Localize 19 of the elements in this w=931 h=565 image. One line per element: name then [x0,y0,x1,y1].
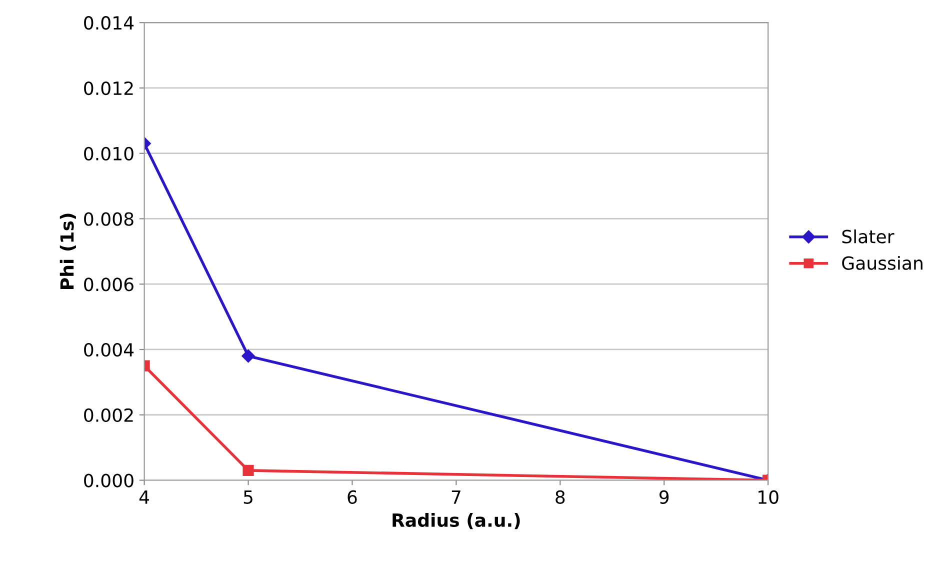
legend-label: Gaussian [842,256,922,270]
y-tick-label: 0.004 [84,342,134,357]
y-tick-label: 0.008 [84,212,134,226]
y-axis-title: Phi (1s) [60,214,76,289]
x-tick-label: 6 [348,490,357,504]
x-tick-label: 7 [452,490,460,504]
x-axis-title: Radius (a.u.) [392,513,520,530]
y-tick-label: 0.014 [84,16,134,30]
x-tick-label: 8 [556,490,565,504]
x-tick-label: 9 [660,490,669,504]
x-tick-label: 4 [139,490,150,504]
y-tick-label: 0.002 [84,408,133,422]
y-tick-label: 0.006 [84,278,134,292]
y-tick-label: 0.010 [84,146,134,160]
x-tick-label: 10 [758,490,778,504]
y-tick-label: 0.012 [84,81,133,96]
x-tick-label: 5 [244,490,252,504]
y-tick-label: 0.000 [84,474,134,488]
legend-label: Slater [842,229,894,244]
